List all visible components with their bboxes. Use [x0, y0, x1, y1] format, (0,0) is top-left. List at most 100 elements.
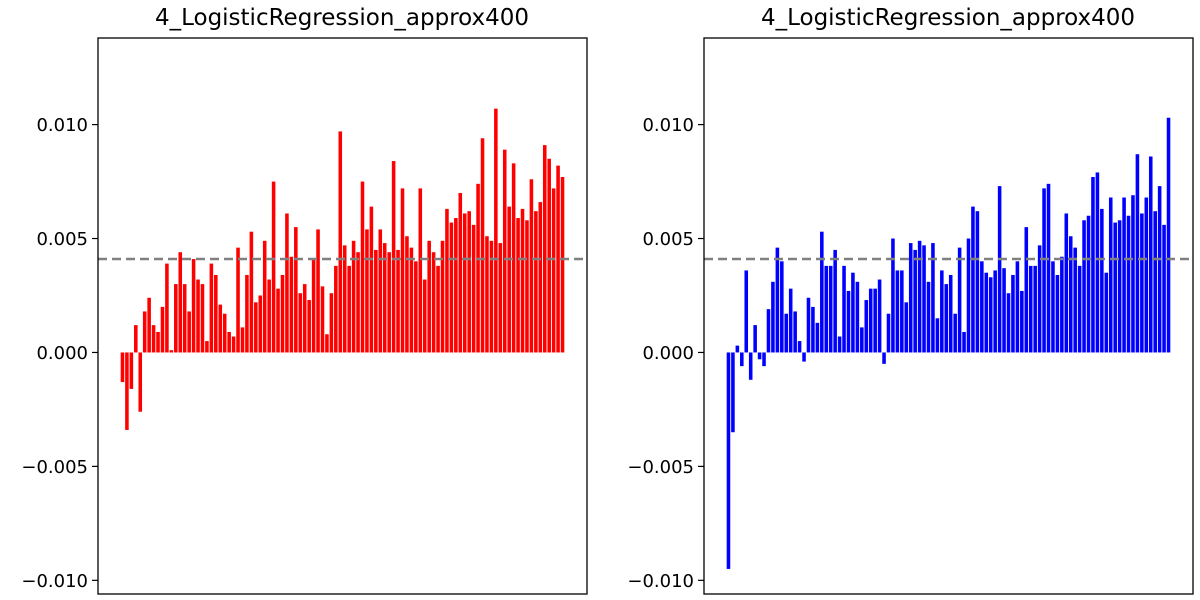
- bar-left-90: [520, 208, 525, 353]
- axes-frame-right: [703, 37, 1194, 595]
- bar-left-41: [302, 284, 307, 353]
- bar-left-58: [378, 229, 383, 353]
- bar-right-97: [1157, 186, 1162, 353]
- bar-right-86: [1108, 197, 1113, 353]
- bar-left-26: [236, 247, 240, 353]
- bar-left-57: [374, 249, 378, 353]
- bar-left-67: [418, 188, 423, 353]
- bar-left-28: [245, 274, 249, 353]
- bar-right-67: [1024, 227, 1029, 353]
- bar-left-53: [356, 252, 360, 353]
- bar-right-91: [1131, 195, 1135, 353]
- bar-right-45: [926, 281, 931, 353]
- bar-left-60: [387, 252, 391, 353]
- bar-left-35: [276, 288, 280, 353]
- bar-right-80: [1082, 220, 1086, 353]
- bar-right-28: [851, 272, 855, 353]
- bar-left-45: [320, 286, 325, 353]
- bar-left-61: [391, 161, 396, 353]
- bar-left-87: [507, 206, 511, 353]
- bar-left-11: [169, 350, 174, 353]
- bar-left-21: [214, 274, 218, 353]
- bar-left-59: [382, 243, 387, 353]
- bar-left-33: [267, 279, 271, 353]
- y-tick-label-left-3: 0.005: [36, 229, 88, 250]
- bar-left-14: [182, 284, 187, 353]
- bar-right-34: [877, 279, 882, 353]
- y-tick-label-left-2: 0.000: [36, 343, 88, 364]
- bar-right-74: [1055, 274, 1060, 353]
- bar-left-44: [316, 229, 320, 353]
- bar-right-56: [975, 211, 980, 353]
- bar-left-96: [547, 158, 551, 353]
- bar-left-95: [542, 145, 547, 353]
- bar-left-1: [125, 352, 129, 430]
- bar-left-99: [560, 177, 565, 353]
- bar-left-22: [218, 304, 223, 353]
- bar-right-58: [984, 272, 989, 353]
- bar-left-9: [160, 306, 165, 353]
- bar-right-30: [860, 327, 864, 353]
- bar-left-38: [289, 256, 294, 353]
- bar-right-57: [980, 261, 984, 353]
- bar-left-6: [147, 297, 151, 353]
- bar-right-63: [1006, 293, 1011, 353]
- bar-right-72: [1046, 183, 1051, 353]
- bar-right-20: [815, 322, 820, 353]
- bar-right-13: [784, 313, 789, 353]
- y-tick-label-right-3: 0.005: [642, 229, 694, 250]
- bar-right-79: [1077, 265, 1082, 353]
- chart-title-right: 4_LogisticRegression_approx400: [761, 5, 1135, 31]
- bar-right-4: [744, 270, 749, 353]
- bar-left-97: [551, 188, 556, 353]
- bar-left-81: [480, 138, 485, 353]
- bar-right-3: [740, 352, 744, 367]
- subplot-left: 4_LogisticRegression_approx400 −0.010−0.…: [21, 5, 588, 595]
- bar-left-2: [129, 352, 134, 389]
- bar-right-55: [971, 206, 975, 353]
- bar-right-29: [855, 281, 860, 353]
- bar-right-5: [748, 352, 753, 380]
- bar-right-95: [1148, 156, 1153, 353]
- bar-right-31: [864, 300, 869, 353]
- bar-left-40: [298, 293, 303, 353]
- bar-left-83: [489, 240, 494, 353]
- bar-right-42: [913, 249, 917, 353]
- bar-right-1: [731, 352, 735, 433]
- bar-left-62: [396, 249, 400, 353]
- bar-left-64: [405, 236, 409, 353]
- bar-right-26: [842, 265, 846, 353]
- bar-left-74: [449, 222, 454, 353]
- bar-right-81: [1086, 215, 1091, 353]
- bar-left-3: [134, 325, 138, 353]
- bar-left-68: [422, 279, 427, 353]
- bar-right-24: [833, 249, 837, 353]
- bar-left-86: [502, 149, 507, 353]
- bar-left-85: [498, 243, 503, 353]
- bar-right-44: [922, 245, 926, 353]
- bar-right-76: [1064, 213, 1069, 353]
- bar-left-25: [231, 336, 236, 353]
- bar-right-71: [1042, 188, 1046, 353]
- y-tick-label-right-2: 0.000: [642, 343, 694, 364]
- bar-right-37: [891, 238, 895, 353]
- bar-left-43: [311, 259, 316, 353]
- bar-right-12: [780, 261, 784, 353]
- bar-left-50: [342, 245, 347, 353]
- bar-right-36: [886, 313, 891, 353]
- bar-right-7: [757, 352, 762, 360]
- bar-group-left: [120, 108, 565, 430]
- bar-right-38: [895, 270, 900, 353]
- bar-right-49: [944, 284, 949, 353]
- bar-right-39: [900, 270, 904, 353]
- bar-right-68: [1028, 265, 1033, 353]
- bar-left-84: [494, 108, 498, 353]
- bar-right-9: [766, 309, 771, 353]
- bar-right-94: [1144, 197, 1149, 353]
- bar-left-24: [227, 331, 231, 353]
- bar-left-13: [178, 252, 183, 353]
- bar-left-63: [400, 188, 405, 353]
- bar-right-90: [1126, 215, 1131, 353]
- bar-left-30: [254, 302, 258, 353]
